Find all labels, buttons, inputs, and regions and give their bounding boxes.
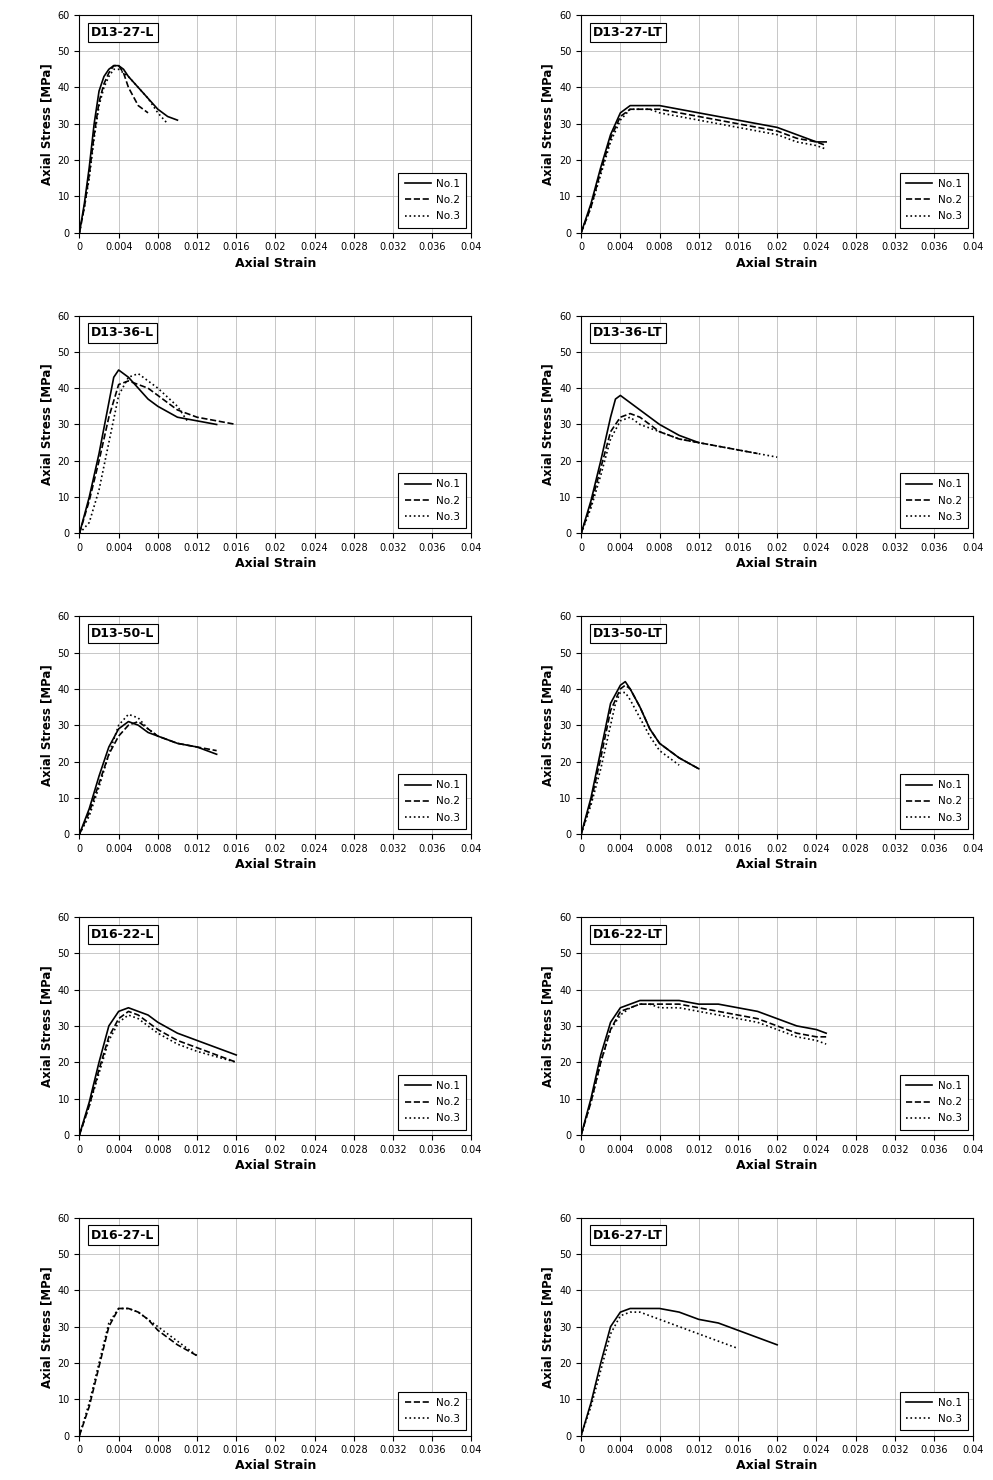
Legend: No.1, No.2, No.3: No.1, No.2, No.3	[398, 774, 466, 829]
X-axis label: Axial Strain: Axial Strain	[737, 858, 818, 872]
Text: D13-50-LT: D13-50-LT	[593, 628, 662, 641]
Text: D13-27-LT: D13-27-LT	[593, 25, 662, 38]
Text: D13-36-LT: D13-36-LT	[593, 327, 662, 339]
X-axis label: Axial Strain: Axial Strain	[234, 858, 316, 872]
Y-axis label: Axial Stress [MPa]: Axial Stress [MPa]	[542, 62, 555, 185]
Y-axis label: Axial Stress [MPa]: Axial Stress [MPa]	[40, 62, 54, 185]
Legend: No.1, No.2, No.3: No.1, No.2, No.3	[901, 774, 968, 829]
X-axis label: Axial Strain: Axial Strain	[737, 558, 818, 570]
Text: D16-22-L: D16-22-L	[91, 928, 155, 941]
Y-axis label: Axial Stress [MPa]: Axial Stress [MPa]	[40, 364, 54, 485]
Text: D13-36-L: D13-36-L	[91, 327, 154, 339]
Text: D13-50-L: D13-50-L	[91, 628, 155, 641]
Text: D16-27-LT: D16-27-LT	[593, 1228, 662, 1242]
Legend: No.1, No.2, No.3: No.1, No.2, No.3	[901, 1074, 968, 1129]
Y-axis label: Axial Stress [MPa]: Axial Stress [MPa]	[40, 965, 54, 1086]
Legend: No.1, No.2, No.3: No.1, No.2, No.3	[398, 474, 466, 528]
Y-axis label: Axial Stress [MPa]: Axial Stress [MPa]	[542, 665, 555, 786]
Legend: No.1, No.2, No.3: No.1, No.2, No.3	[398, 173, 466, 228]
Text: D16-27-L: D16-27-L	[91, 1228, 155, 1242]
Y-axis label: Axial Stress [MPa]: Axial Stress [MPa]	[542, 1265, 555, 1388]
Y-axis label: Axial Stress [MPa]: Axial Stress [MPa]	[542, 364, 555, 485]
X-axis label: Axial Strain: Axial Strain	[234, 1459, 316, 1473]
Legend: No.1, No.2, No.3: No.1, No.2, No.3	[398, 1074, 466, 1129]
Text: D13-27-L: D13-27-L	[91, 25, 155, 38]
Legend: No.1, No.2, No.3: No.1, No.2, No.3	[901, 173, 968, 228]
Text: D16-22-LT: D16-22-LT	[593, 928, 662, 941]
X-axis label: Axial Strain: Axial Strain	[234, 256, 316, 269]
X-axis label: Axial Strain: Axial Strain	[737, 1459, 818, 1473]
X-axis label: Axial Strain: Axial Strain	[234, 558, 316, 570]
Legend: No.1, No.3: No.1, No.3	[901, 1391, 968, 1430]
Y-axis label: Axial Stress [MPa]: Axial Stress [MPa]	[40, 1265, 54, 1388]
Legend: No.1, No.2, No.3: No.1, No.2, No.3	[901, 474, 968, 528]
X-axis label: Axial Strain: Axial Strain	[234, 1159, 316, 1172]
Y-axis label: Axial Stress [MPa]: Axial Stress [MPa]	[542, 965, 555, 1086]
Legend: No.2, No.3: No.2, No.3	[398, 1391, 466, 1430]
X-axis label: Axial Strain: Axial Strain	[737, 256, 818, 269]
X-axis label: Axial Strain: Axial Strain	[737, 1159, 818, 1172]
Y-axis label: Axial Stress [MPa]: Axial Stress [MPa]	[40, 665, 54, 786]
